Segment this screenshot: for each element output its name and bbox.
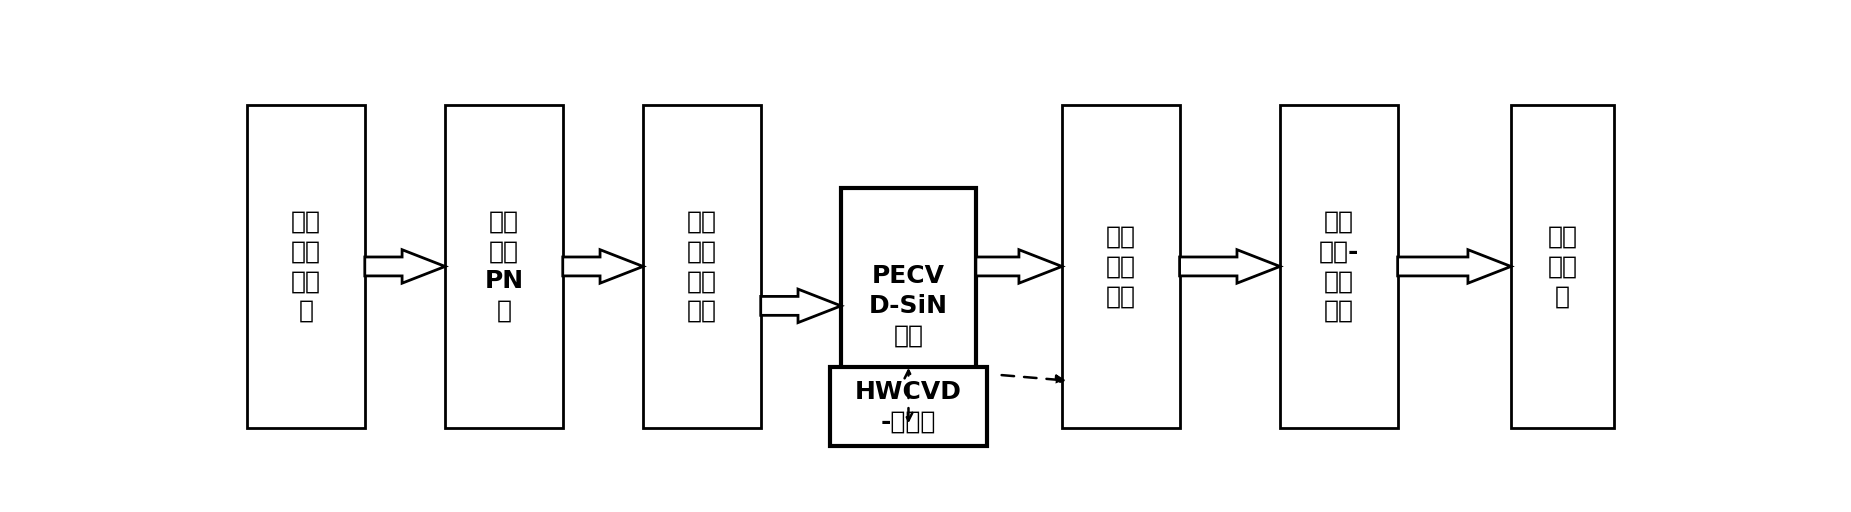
Polygon shape (761, 289, 840, 323)
Text: 去除
硅玻
璃和
刻边: 去除 硅玻 璃和 刻边 (687, 210, 716, 323)
Bar (829, 367, 987, 446)
Bar (1062, 105, 1179, 428)
Text: 丝网
印刷
电极: 丝网 印刷 电极 (1105, 225, 1137, 308)
Text: 扩散
形成
PN
结: 扩散 形成 PN 结 (485, 210, 524, 323)
Bar (1510, 105, 1614, 428)
Bar (840, 187, 975, 424)
Bar (248, 105, 365, 428)
Polygon shape (563, 250, 642, 283)
Text: 晶体
硅电
池: 晶体 硅电 池 (1547, 225, 1577, 308)
Polygon shape (1398, 250, 1510, 283)
Text: PECV
D-SiN
薄膜: PECV D-SiN 薄膜 (868, 264, 948, 348)
Text: 硅片
清洗
和制
绒: 硅片 清洗 和制 绒 (291, 210, 320, 323)
Bar (444, 105, 563, 428)
Text: 金属
电极-
硅合
金化: 金属 电极- 硅合 金化 (1318, 210, 1359, 323)
Bar (1281, 105, 1398, 428)
Polygon shape (1179, 250, 1281, 283)
Polygon shape (975, 250, 1062, 283)
Polygon shape (365, 250, 444, 283)
Text: HWCVD
-硅薄膜: HWCVD -硅薄膜 (855, 379, 963, 433)
Bar (642, 105, 761, 428)
